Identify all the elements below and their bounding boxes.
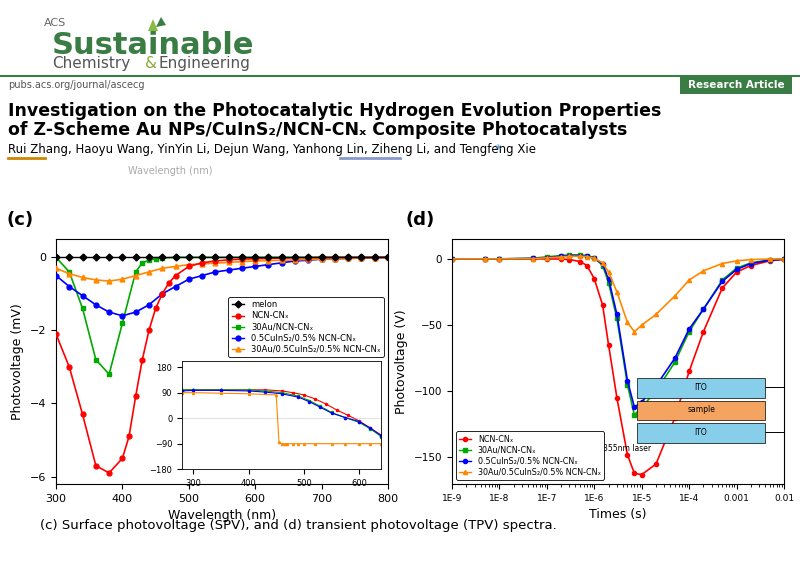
Y-axis label: Photovoltage (V): Photovoltage (V) bbox=[395, 309, 408, 414]
X-axis label: Wavelength (nm): Wavelength (nm) bbox=[168, 509, 276, 522]
Text: Chemistry: Chemistry bbox=[52, 55, 130, 71]
Polygon shape bbox=[148, 19, 158, 31]
Text: of Z-Scheme Au NPs/CuInS₂/NCN-CNₓ Composite Photocatalysts: of Z-Scheme Au NPs/CuInS₂/NCN-CNₓ Compos… bbox=[8, 121, 627, 139]
Legend: NCN-CNₓ, 30Au/NCN-CNₓ, 0.5CuInS₂/0.5% NCN-CNₓ, 30Au/0.5CuInS₂/0.5% NCN-CNₓ: NCN-CNₓ, 30Au/NCN-CNₓ, 0.5CuInS₂/0.5% NC… bbox=[456, 431, 604, 480]
Text: Investigation on the Photocatalytic Hydrogen Evolution Properties: Investigation on the Photocatalytic Hydr… bbox=[8, 102, 662, 120]
Bar bbox=[680, 76, 792, 94]
Text: ACS: ACS bbox=[44, 18, 66, 28]
Legend: melon, NCN-CNₓ, 30Au/NCN-CNₓ, 0.5CuInS₂/0.5% NCN-CNₓ, 30Au/0.5CuInS₂/0.5% NCN-CN: melon, NCN-CNₓ, 30Au/NCN-CNₓ, 0.5CuInS₂/… bbox=[228, 297, 384, 357]
Bar bbox=[637, 378, 765, 398]
Text: &: & bbox=[145, 55, 157, 71]
Text: Engineering: Engineering bbox=[158, 55, 250, 71]
X-axis label: Times (s): Times (s) bbox=[590, 508, 646, 521]
Polygon shape bbox=[156, 17, 166, 27]
Text: (c) Surface photovoltage (SPV), and (d) transient photovoltage (TPV) spectra.: (c) Surface photovoltage (SPV), and (d) … bbox=[40, 519, 557, 532]
Text: (c): (c) bbox=[6, 211, 34, 229]
Text: 355nm laser: 355nm laser bbox=[602, 444, 650, 452]
Text: sample: sample bbox=[687, 405, 715, 415]
Bar bbox=[637, 423, 765, 443]
Text: ITO: ITO bbox=[694, 428, 707, 437]
Text: pubs.acs.org/journal/ascecg: pubs.acs.org/journal/ascecg bbox=[8, 80, 145, 90]
Text: (d): (d) bbox=[406, 211, 434, 229]
Text: Rui Zhang, Haoyu Wang, YinYin Li, Dejun Wang, Yanhong Lin, Ziheng Li, and Tengfe: Rui Zhang, Haoyu Wang, YinYin Li, Dejun … bbox=[8, 143, 536, 156]
Text: Wavelength (nm): Wavelength (nm) bbox=[128, 166, 212, 176]
Text: Research Article: Research Article bbox=[688, 80, 784, 90]
Text: ITO: ITO bbox=[694, 383, 707, 392]
Bar bbox=[637, 401, 765, 420]
Text: *: * bbox=[495, 143, 502, 156]
Y-axis label: Photovoltage (mV): Photovoltage (mV) bbox=[11, 303, 24, 420]
Text: Sustainable: Sustainable bbox=[52, 30, 254, 59]
